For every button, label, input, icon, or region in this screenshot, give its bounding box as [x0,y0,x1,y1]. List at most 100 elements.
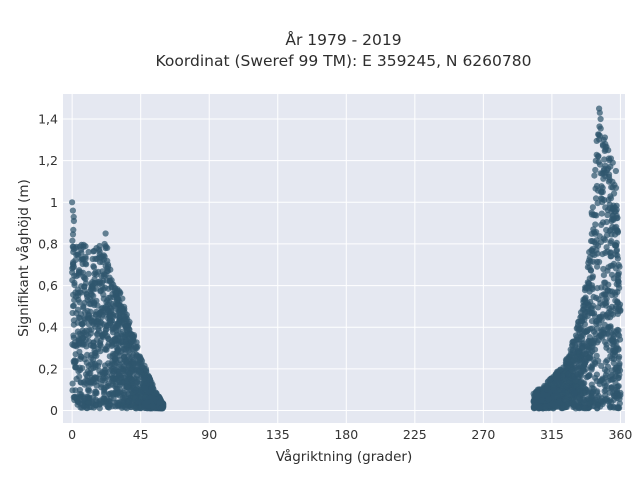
x-axis-title: Vågriktning (grader) [276,448,413,465]
data-point [590,385,597,392]
data-point [595,131,602,138]
data-point [110,361,117,368]
data-point [593,371,601,378]
data-point [141,375,148,382]
data-point [589,302,597,309]
data-point [99,311,106,318]
data-point [87,330,94,337]
data-point [102,230,109,237]
data-point [69,199,76,206]
data-point [69,309,76,317]
y-tick-label: 0,4 [38,320,58,335]
data-point [87,308,94,315]
data-point [603,344,610,351]
data-point [551,402,558,409]
data-point [579,335,586,342]
data-point [607,314,614,321]
data-point [85,270,92,277]
data-point [83,404,90,412]
data-point [583,374,590,381]
x-tick-labels: 0 45 90 135 180 225 270 315 360 [68,427,632,442]
data-point [81,283,88,290]
data-point [572,377,579,384]
data-point [105,335,112,342]
data-point [102,384,109,391]
data-point [92,323,99,330]
data-point [103,395,111,402]
chart-title-line2: Koordinat (Sweref 99 TM): E 359245, N 62… [156,52,532,70]
y-tick-label: 0,2 [38,361,58,376]
data-point [578,313,585,320]
data-point [599,251,606,258]
y-tick-label: 0 [50,403,58,418]
y-tick-label: 1 [50,195,58,210]
y-tick-label: 1,2 [38,153,58,168]
data-point [589,204,597,211]
y-tick-label: 0,6 [38,278,58,293]
data-point [130,369,137,376]
data-point [132,387,139,394]
y-tick-label: 1,4 [38,111,58,126]
data-point [82,371,90,378]
x-tick-label: 90 [201,427,217,442]
data-point [598,183,605,190]
data-point [103,323,110,330]
data-point [613,206,620,213]
data-point [590,293,597,300]
x-tick-label: 360 [609,427,633,442]
data-point [129,377,136,384]
data-point [107,313,114,320]
x-tick-label: 180 [334,427,358,442]
data-point [93,245,100,252]
data-point [613,248,620,255]
data-point [79,335,87,342]
data-point [612,241,619,249]
data-point [550,381,557,388]
data-point [79,401,86,408]
data-point [605,377,612,384]
data-point [592,221,599,228]
x-tick-label: 0 [68,427,76,442]
data-point [576,340,583,347]
data-point [100,252,107,259]
data-point [604,287,612,294]
data-point [102,245,109,252]
data-point [83,376,90,383]
data-point [115,389,122,396]
data-point [593,246,600,253]
data-point [596,258,603,266]
data-point [102,330,109,337]
data-point [587,349,594,356]
data-point [69,269,76,276]
data-point [72,364,79,371]
data-point [593,325,600,332]
data-point [608,184,615,191]
data-point [593,137,600,144]
data-point [581,361,588,368]
y-tick-labels: 0 0,2 0,4 0,6 0,8 1 1,2 1,4 [38,111,58,418]
data-point [588,393,595,400]
data-point [596,105,603,112]
data-point [153,390,160,397]
data-point [71,342,79,349]
data-point [105,263,112,270]
data-point [580,296,587,303]
data-point [112,356,119,363]
data-point [156,399,163,406]
data-point [119,308,126,315]
data-point [615,271,622,278]
data-point [559,373,566,380]
data-point [106,318,113,325]
data-point [580,383,587,390]
data-point [85,399,92,406]
data-point [602,358,609,366]
data-point [556,380,563,387]
data-point [586,334,593,341]
data-point [105,285,112,292]
data-point [89,343,96,350]
data-point [551,393,558,400]
data-point [69,277,76,284]
data-point [598,210,605,217]
data-point [615,355,622,362]
